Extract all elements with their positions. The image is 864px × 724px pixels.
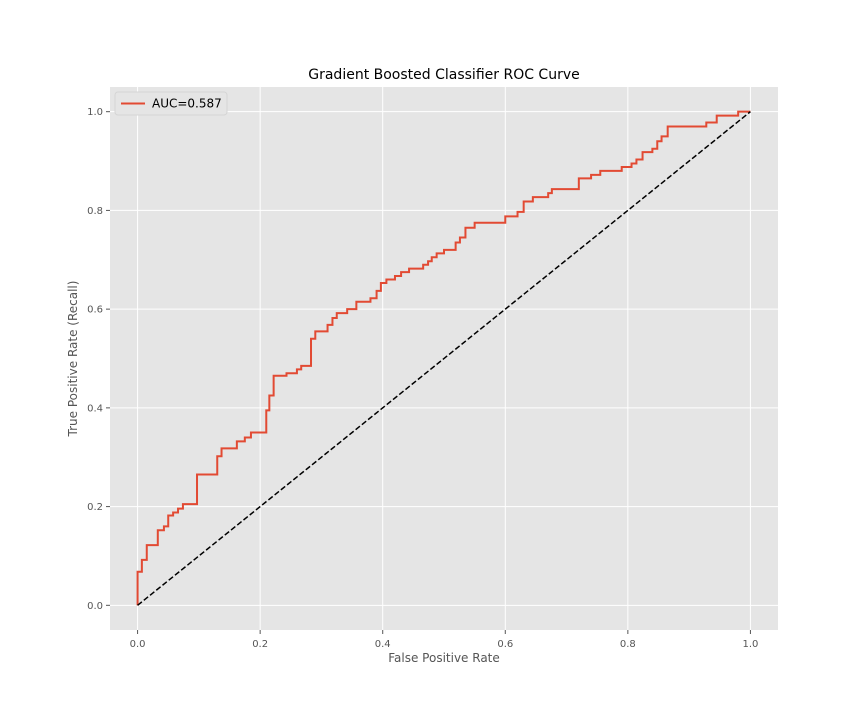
legend: AUC=0.587: [114, 91, 228, 116]
y-axis-label: True Positive Rate (Recall): [66, 281, 80, 438]
legend-label: AUC=0.587: [152, 97, 222, 111]
x-tick-label: 0.2: [252, 639, 268, 650]
y-tick-label: 0.4: [87, 403, 103, 414]
y-tick-label: 0.0: [87, 601, 103, 612]
tick-layer: 0.0 0.2 0.4 0.6 0.8 1.0 0.0 0.2 0.4 0.6 0.8 1.0: [87, 107, 758, 650]
data-layer: [136, 110, 751, 606]
y-tick-label: 0.6: [87, 305, 103, 316]
x-tick-label: 0.6: [497, 639, 513, 650]
x-tick-label: 1.0: [742, 639, 758, 650]
y-tick-label: 1.0: [87, 107, 103, 118]
y-tick-label: 0.2: [87, 502, 103, 513]
x-tick-label: 0.8: [620, 639, 636, 650]
grid-lines: [110, 87, 778, 630]
x-axis-label: False Positive Rate: [388, 651, 500, 665]
chance-diagonal-line: [137, 111, 751, 606]
x-tick-label: 0.0: [130, 639, 146, 650]
chart-title: Gradient Boosted Classifier ROC Curve: [308, 67, 580, 83]
roc-curve-line: [136, 110, 751, 606]
y-tick-label: 0.8: [87, 206, 103, 217]
legend-box: [114, 91, 228, 116]
x-tick-label: 0.4: [375, 639, 391, 650]
